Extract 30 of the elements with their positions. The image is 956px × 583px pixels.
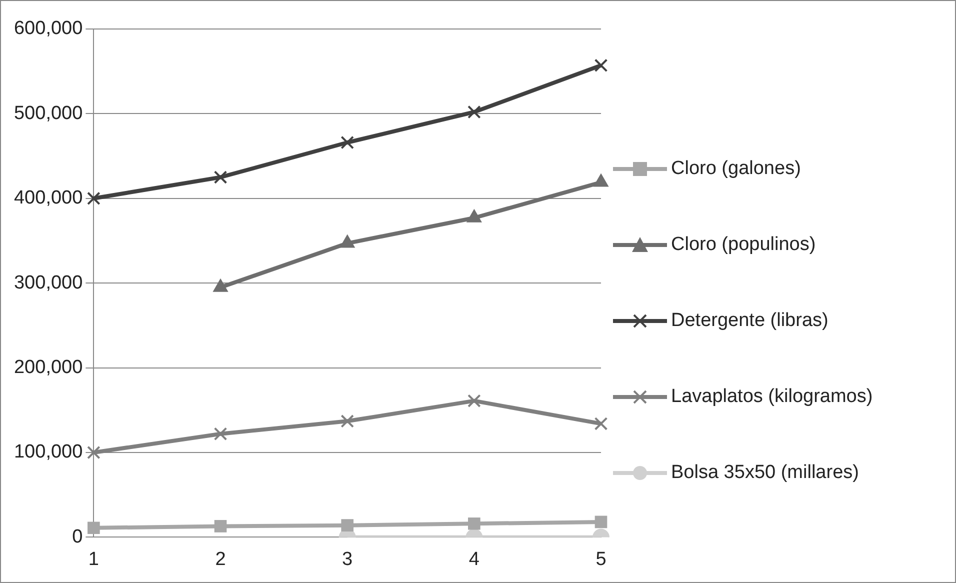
x-tick-label: 2 [215,548,226,570]
legend-label: Detergente (libras) [671,309,828,333]
point [340,136,354,150]
point [468,517,480,530]
y-tick-label: 400,000 [14,188,83,209]
point [214,427,228,441]
point [214,520,227,532]
point [468,394,481,408]
legend-label: Cloro (populinos) [671,233,816,257]
point [594,58,608,72]
y-tick-label: 100,000 [14,442,83,463]
y-tick-label: 0 [72,526,83,548]
point [594,417,608,430]
point [214,170,228,184]
x-tick-label: 5 [596,548,606,570]
x-tick-label: 1 [88,548,99,570]
point [341,519,354,532]
x-tick-label: 3 [342,548,353,570]
point [468,105,481,119]
point [340,414,354,428]
y-tick-label: 500,000 [14,102,83,124]
x-tick-label: 4 [468,548,480,570]
legend-label: Cloro (galones) [671,157,801,181]
y-tick-label: 300,000 [14,272,83,294]
y-tick-label: 200,000 [14,357,83,378]
legend-label: Bolsa 35x50 (millares) [671,461,859,485]
point [88,522,100,534]
y-tick-label: 600,000 [14,18,83,40]
point [594,516,608,528]
legend-label: Lavaplatos (kilogramos) [671,385,873,409]
